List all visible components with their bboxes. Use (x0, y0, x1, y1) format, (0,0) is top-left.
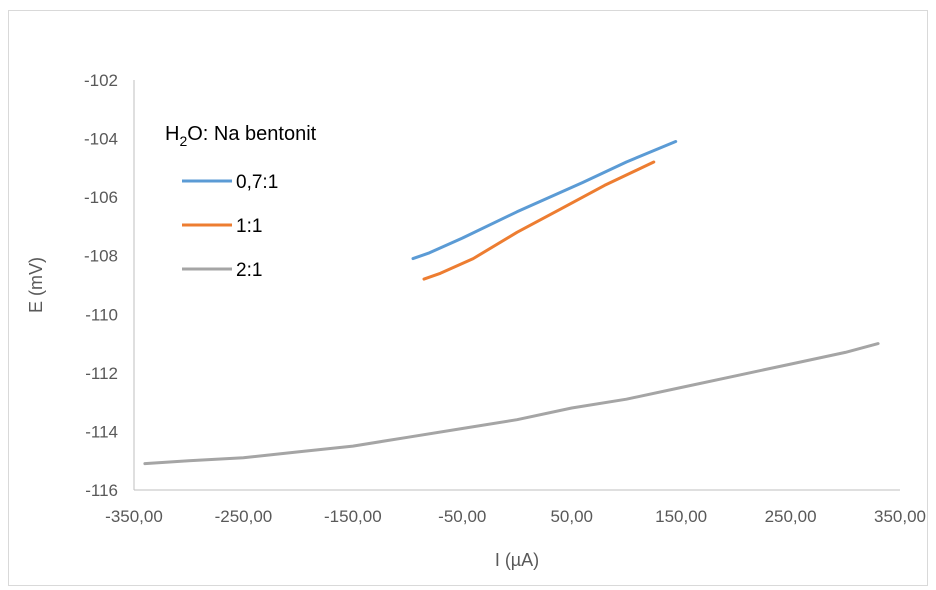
y-tick-label: -106 (84, 188, 118, 207)
x-tick-label: 350,00 (874, 507, 926, 526)
legend-label: 0,7:1 (236, 172, 278, 193)
x-tick-label: 250,00 (765, 507, 817, 526)
x-tick-label: 50,00 (550, 507, 593, 526)
legend-title: H2O: Na bentonit (165, 123, 317, 149)
x-tick-label: 150,00 (655, 507, 707, 526)
x-axis-title: I (µA) (495, 550, 539, 570)
legend-label: 2:1 (236, 260, 262, 281)
x-tick-label: -250,00 (215, 507, 273, 526)
y-axis-title: E (mV) (26, 257, 46, 313)
x-tick-label: -50,00 (438, 507, 486, 526)
legend: H2O: Na bentonit 0,7:1 1:1 2:1 (165, 123, 317, 281)
y-tick-label: -102 (84, 71, 118, 90)
y-tick-label: -108 (84, 247, 118, 266)
x-tick-label: -150,00 (324, 507, 382, 526)
series-line-1-1 (422, 160, 656, 281)
y-tick-label: -116 (85, 481, 118, 500)
x-tick-label: -350,00 (105, 507, 163, 526)
legend-label: 1:1 (236, 216, 262, 237)
y-tick-label: -104 (84, 130, 118, 149)
y-tick-label: -112 (85, 364, 118, 383)
series-line-2-1 (143, 342, 880, 466)
y-tick-label: -110 (85, 305, 118, 324)
series-line-0-7-1 (411, 140, 678, 261)
y-tick-label: -114 (85, 422, 118, 441)
